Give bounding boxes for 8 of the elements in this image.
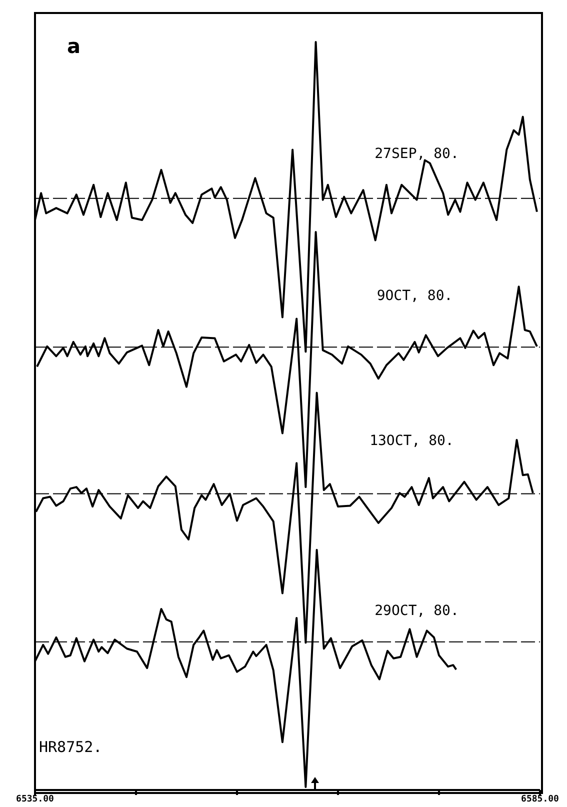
series-label: 29OCT, 80.	[374, 602, 459, 619]
x-tick-label: 6535.00	[16, 794, 54, 804]
series-label: 27SEP, 80.	[374, 146, 459, 162]
text: 9OCT, 80.	[376, 288, 453, 304]
x-tick-label: 6585.00	[521, 794, 559, 804]
annotation: HR8752.	[39, 738, 102, 756]
text: 13OCT, 80.	[370, 433, 454, 450]
annotation: a	[67, 34, 80, 58]
